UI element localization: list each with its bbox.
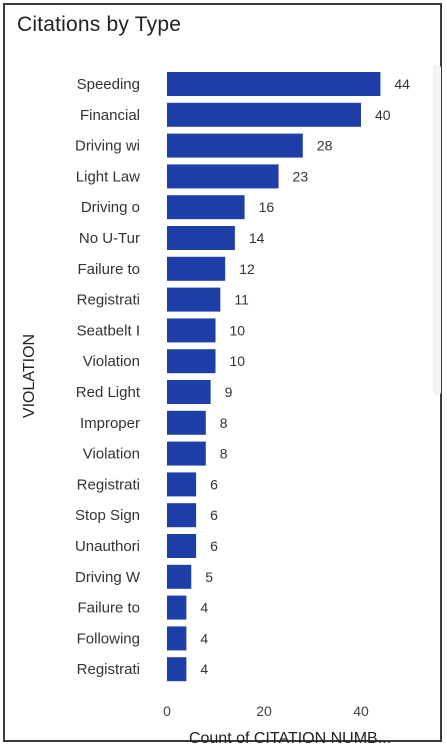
data-label: 8 — [220, 446, 228, 462]
bar[interactable] — [167, 564, 192, 589]
category-label: Financial — [80, 107, 140, 124]
data-label: 16 — [259, 199, 275, 215]
data-label: 6 — [210, 507, 218, 523]
data-label: 12 — [239, 261, 255, 277]
data-label: 28 — [317, 138, 333, 154]
category-label: Speeding — [77, 76, 140, 93]
category-label: Violation — [83, 353, 140, 370]
category-label: Registrati — [77, 476, 140, 493]
data-label: 4 — [200, 661, 208, 677]
x-tick-label: 0 — [163, 703, 171, 719]
category-label: Violation — [83, 446, 140, 463]
category-label: Stop Sign — [75, 507, 140, 524]
bar[interactable] — [167, 195, 245, 220]
bar[interactable] — [167, 657, 187, 682]
data-label: 9 — [225, 384, 233, 400]
data-label: 10 — [230, 322, 246, 338]
bar[interactable] — [167, 503, 197, 528]
bar[interactable] — [167, 72, 381, 96]
bar[interactable] — [167, 534, 197, 558]
bar[interactable] — [167, 410, 206, 435]
bar[interactable] — [167, 164, 279, 189]
bar[interactable] — [167, 226, 235, 250]
category-label: Driving o — [81, 199, 140, 216]
chart-title: Citations by Type — [17, 13, 182, 36]
data-label: 44 — [394, 76, 410, 92]
bar[interactable] — [167, 626, 187, 651]
category-label: Light Law — [76, 168, 140, 185]
x-axis-title: Count of CITATION NUMB... — [189, 730, 391, 747]
category-labels: Speeding Financial Driving wi Light Law Driv… — [75, 76, 141, 678]
category-label: Following — [77, 630, 140, 647]
x-tick-label: 20 — [256, 703, 272, 719]
bars — [167, 72, 381, 682]
bar[interactable] — [167, 441, 206, 466]
category-label: Improper — [80, 415, 140, 432]
category-label: No U-Tur — [79, 230, 140, 247]
category-label: Seatbelt I — [77, 322, 140, 339]
data-label: 10 — [230, 353, 246, 369]
x-tick-label: 40 — [353, 703, 369, 719]
bar[interactable] — [167, 133, 303, 158]
category-label: Driving W — [75, 569, 141, 586]
data-label: 11 — [234, 292, 249, 308]
data-label: 4 — [200, 600, 208, 616]
x-axis-ticks: 0 20 40 — [163, 703, 369, 719]
data-label: 40 — [375, 107, 391, 123]
data-label: 5 — [205, 569, 213, 585]
bar[interactable] — [167, 380, 211, 404]
category-label: Unauthori — [75, 538, 140, 555]
data-label: 8 — [220, 415, 228, 431]
bar[interactable] — [167, 472, 197, 497]
bar[interactable] — [167, 287, 221, 312]
category-label: Failure to — [77, 261, 140, 278]
bar[interactable] — [167, 318, 216, 343]
category-label: Red Light — [76, 384, 141, 401]
category-label: Registrati — [77, 661, 140, 678]
data-label: 6 — [210, 476, 218, 492]
data-label: 23 — [293, 168, 309, 184]
bar[interactable] — [167, 256, 226, 281]
bar[interactable] — [167, 595, 187, 620]
y-axis-title: VIOLATION — [21, 334, 38, 418]
data-label: 6 — [210, 538, 218, 554]
category-label: Driving wi — [75, 138, 140, 155]
scrollbar[interactable] — [433, 65, 441, 395]
data-label: 14 — [249, 230, 265, 246]
category-label: Failure to — [77, 600, 140, 617]
data-label: 4 — [200, 630, 208, 646]
bar[interactable] — [167, 349, 216, 374]
bar[interactable] — [167, 102, 361, 127]
category-label: Registrati — [77, 292, 140, 309]
